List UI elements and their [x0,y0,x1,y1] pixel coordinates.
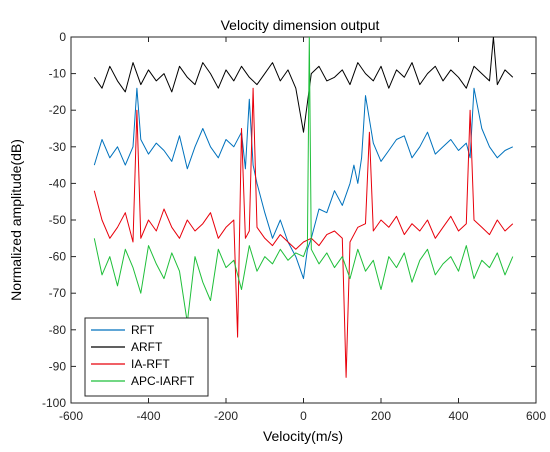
x-axis: -600 -400 -200 0 200 400 600 [59,37,546,423]
x-tick-label: -200 [214,409,238,423]
y-tick-label: -10 [49,67,67,81]
legend-box [84,317,209,397]
y-tick-label: -80 [49,323,67,337]
legend-label: RFT [131,323,155,337]
x-tick-label: 200 [371,409,391,423]
y-tick-label: -30 [49,140,67,154]
chart-title: Velocity dimension output [221,17,380,33]
y-axis-label: Normalized amplitude(dB) [8,139,24,301]
series-line-ia-rft [93,87,514,378]
series-line-rft [93,87,514,280]
x-tick-label: -600 [59,409,83,423]
y-tick-label: -40 [49,176,67,190]
y-tick-label: -60 [49,250,67,264]
series-line-arft [93,37,514,133]
legend-label: ARFT [131,340,163,354]
y-tick-label: -70 [49,286,67,300]
y-tick-label: 0 [59,30,66,44]
y-tick-label: -20 [49,103,67,117]
series-group [93,37,514,378]
y-axis: -100-90-80-70-60-50-40-30-20-100 [42,30,536,410]
x-tick-label: 600 [526,409,546,423]
y-tick-label: -100 [42,396,66,410]
x-tick-label: 0 [300,409,307,423]
x-tick-label: -400 [136,409,160,423]
y-tick-label: -90 [49,359,67,373]
x-tick-label: 400 [448,409,468,423]
legend: RFT ARFT IA-RFT APC-IARFT [84,317,209,397]
legend-label: APC-IARFT [131,374,195,388]
legend-label: IA-RFT [131,357,170,371]
series-line-apc-iarft [93,37,514,323]
x-axis-label: Velocity(m/s) [263,428,343,444]
y-tick-label: -50 [49,213,67,227]
